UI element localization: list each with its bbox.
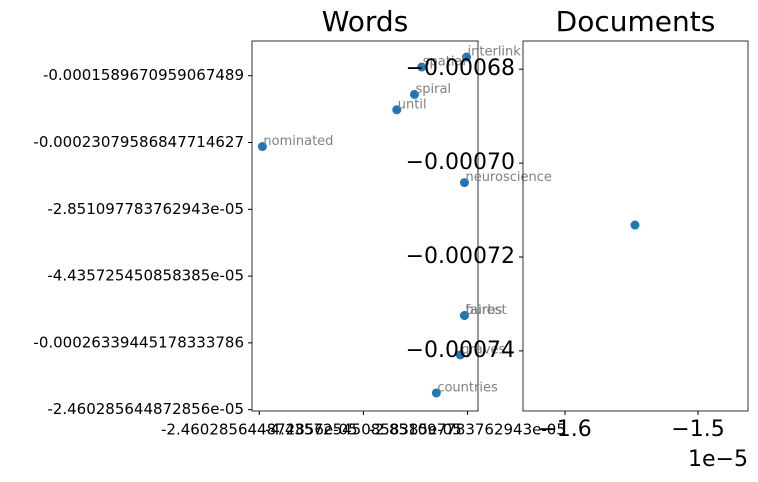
- point: [459, 310, 469, 320]
- point-label: neuroscience: [465, 170, 551, 185]
- chart-title: Documents: [556, 5, 716, 38]
- x-tick-label: −1.5: [671, 417, 724, 442]
- point: [392, 105, 402, 115]
- point-label: spiral: [415, 82, 451, 97]
- point-label: spatial: [423, 55, 466, 70]
- point: [630, 220, 640, 230]
- plot-frame: [251, 40, 479, 412]
- point-label: nominated: [263, 134, 333, 149]
- x-tick-label: −1.6: [538, 417, 591, 442]
- point: [409, 89, 419, 99]
- x-tick-label: -2.851097783762943e-05: [369, 421, 566, 439]
- y-tick-label: -2.851097783762943e-05: [47, 200, 244, 218]
- y-tick-label: −0.00068: [406, 56, 515, 81]
- y-tick-label: −0.00072: [406, 244, 515, 269]
- chart-title: Words: [322, 5, 409, 38]
- point: [431, 388, 441, 398]
- point-label: graves: [461, 342, 505, 357]
- y-tick-label: −0.00070: [406, 150, 515, 175]
- point: [462, 52, 472, 62]
- point-label: until: [398, 97, 427, 112]
- y-tick-label: -0.00023079586847714627: [33, 133, 244, 151]
- y-tick-label: -0.0001589670959067489: [43, 66, 244, 84]
- x-tick-label: -2.460285644872856e-05: [161, 421, 358, 439]
- point: [257, 142, 267, 152]
- point: [455, 350, 465, 360]
- point-label: countries: [437, 380, 498, 395]
- point-label: burbs: [465, 303, 502, 318]
- y-tick-label: -0.00026339445178333786: [33, 333, 244, 351]
- plot-frame: [522, 40, 749, 412]
- x-offset-label: 1e−5: [688, 447, 748, 472]
- point: [417, 62, 427, 72]
- y-tick-label: -2.460285644872856e-05: [47, 400, 244, 418]
- y-tick-label: −0.00074: [406, 338, 515, 363]
- point: [459, 178, 469, 188]
- y-tick-label: -4.435725450858385e-05: [47, 267, 244, 285]
- point-label: fairest: [465, 303, 506, 318]
- x-tick-label: -4.435725450858385e-05: [265, 421, 462, 439]
- point-label: interlink: [468, 45, 522, 60]
